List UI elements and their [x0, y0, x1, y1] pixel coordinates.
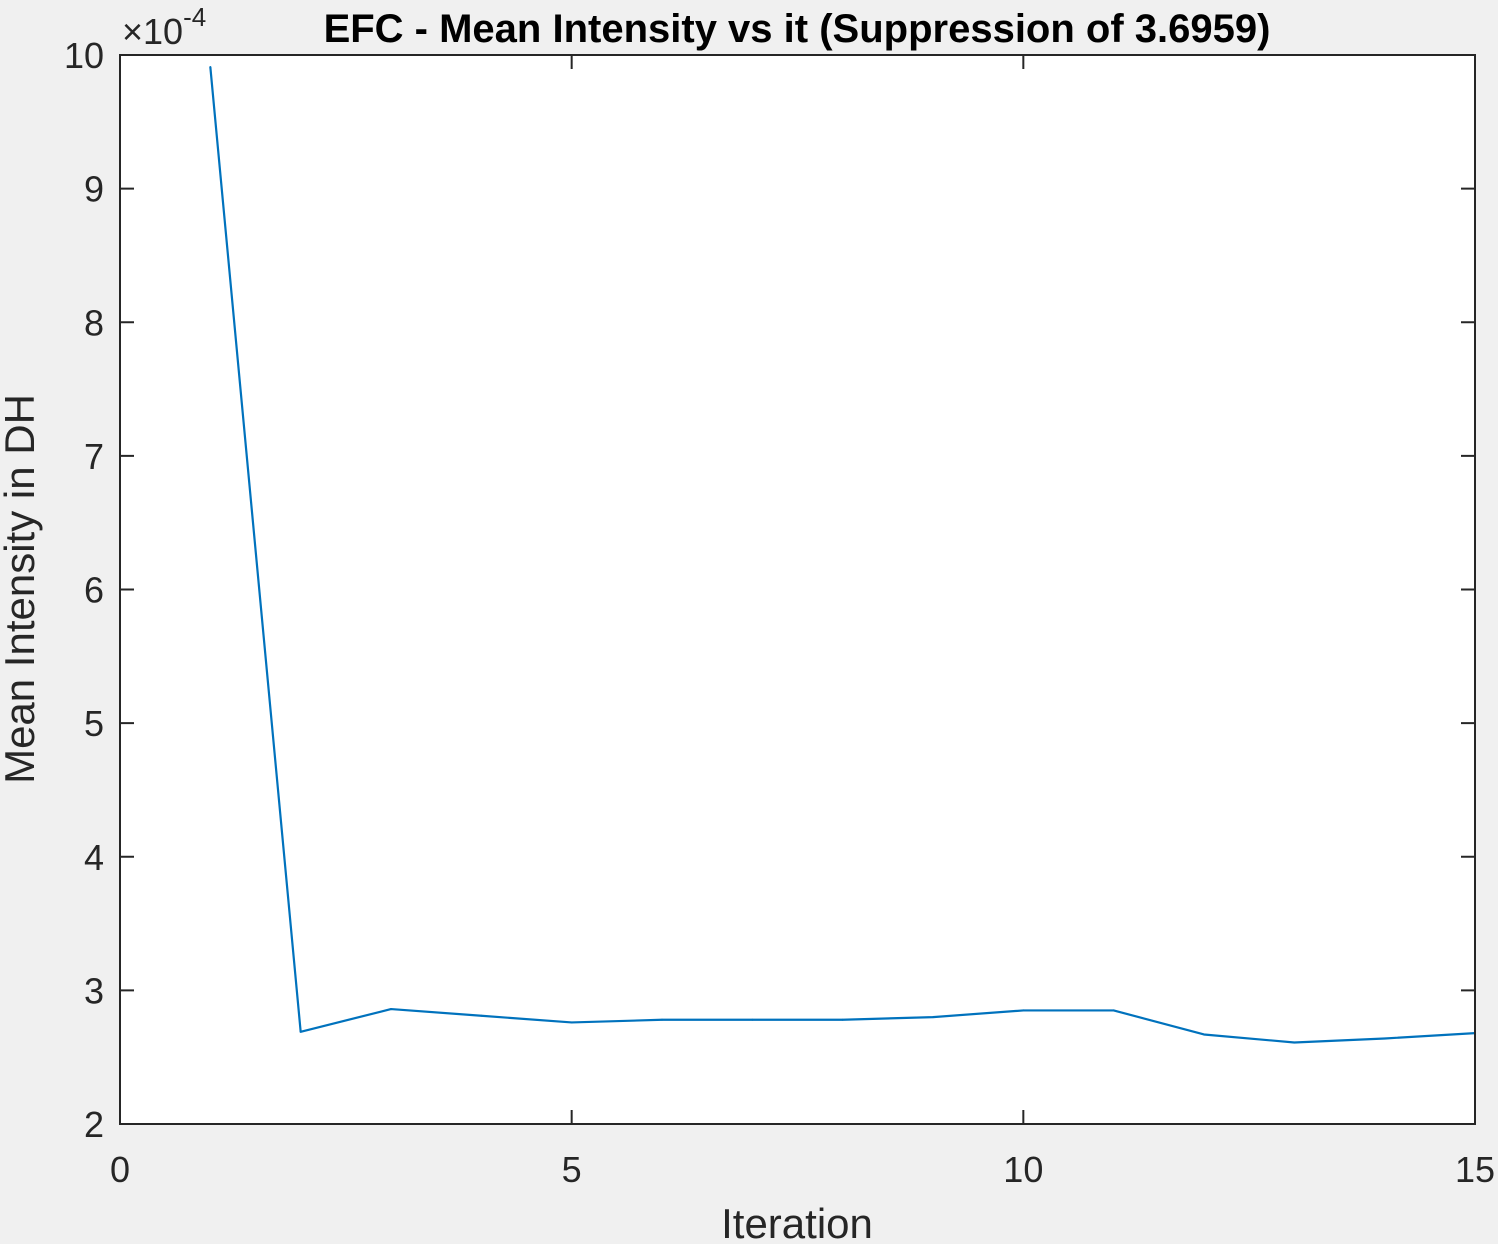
- y-tick-label: 10: [64, 35, 104, 76]
- data-point: [1022, 1009, 1025, 1012]
- x-tick-label: 10: [1003, 1149, 1043, 1190]
- chart-title: EFC - Mean Intensity vs it (Suppression …: [324, 7, 1271, 51]
- data-point: [1293, 1041, 1296, 1044]
- y-tick-label: 4: [84, 837, 104, 878]
- axes-box: [119, 54, 1476, 1125]
- data-point: [1203, 1033, 1205, 1036]
- y-tick-label: 8: [84, 302, 104, 343]
- tick-labels: 0 5 10 15 2 3 4 5 6 7 8 9 10: [64, 35, 1495, 1190]
- data-point: [751, 1018, 754, 1021]
- plot-area: [120, 55, 1475, 1124]
- y-tick-label: 6: [84, 570, 104, 611]
- y-axis-title: Mean Intensity in DH: [0, 394, 43, 784]
- x-tick-label: 15: [1455, 1149, 1495, 1190]
- data-point: [661, 1018, 663, 1021]
- data-point: [932, 1016, 934, 1019]
- y-axis-multiplier: ×10-4: [122, 2, 206, 52]
- y-axis-multiplier-base: ×10: [122, 11, 183, 52]
- y-tick-label: 9: [84, 169, 104, 210]
- y-tick-label: 7: [84, 436, 104, 477]
- data-point: [841, 1018, 844, 1021]
- y-tick-label: 3: [84, 970, 104, 1011]
- x-axis-title: Iteration: [721, 1200, 873, 1244]
- y-tick-label: 5: [84, 703, 104, 744]
- data-point: [1112, 1009, 1115, 1012]
- x-tick-label: 0: [110, 1149, 130, 1190]
- x-tick-label: 5: [562, 1149, 582, 1190]
- data-point: [480, 1014, 483, 1017]
- data-point: [1383, 1037, 1386, 1040]
- y-axis-multiplier-exponent: -4: [183, 2, 206, 32]
- data-point: [299, 1030, 302, 1033]
- data-point: [570, 1021, 573, 1024]
- data-point: [390, 1008, 392, 1011]
- data-point: [209, 66, 212, 69]
- y-tick-label: 2: [84, 1104, 104, 1145]
